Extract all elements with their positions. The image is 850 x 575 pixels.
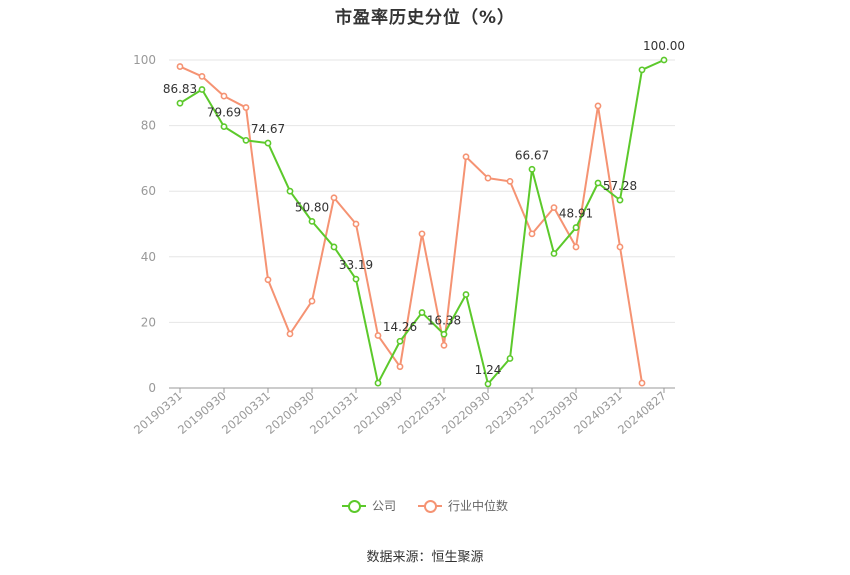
data-point-0 [308, 217, 316, 225]
data-point-1 [418, 230, 426, 238]
legend: 公司 行业中位数 [0, 497, 850, 514]
legend-company-label: 公司 [371, 499, 396, 513]
data-point-0 [264, 139, 272, 147]
data-point-0 [396, 337, 404, 345]
line-chart: 0204060801002019033120190930202003312020… [131, 39, 685, 437]
data-point-0 [440, 330, 448, 338]
legend-item-company[interactable]: 公司 [341, 497, 396, 514]
data-point-1 [264, 276, 272, 284]
series-line-0 [179, 59, 665, 385]
data-point-0 [242, 136, 250, 144]
x-tick-label: 20240827 [615, 389, 669, 437]
data-point-1 [550, 204, 558, 211]
data-point-0 [616, 196, 624, 204]
data-label: 86.83 [163, 82, 197, 96]
data-point-0 [638, 66, 646, 74]
data-label: 66.67 [515, 148, 549, 162]
legend-industry-icon [418, 499, 442, 513]
data-point-1 [440, 341, 448, 349]
data-point-1 [330, 194, 338, 202]
data-point-1 [176, 63, 184, 70]
data-point-0 [528, 165, 536, 173]
data-point-1 [462, 153, 470, 161]
data-point-1 [484, 174, 492, 182]
data-label: 16.38 [427, 313, 461, 327]
data-label: 79.69 [207, 106, 241, 120]
data-point-0 [572, 224, 580, 231]
data-point-1 [594, 102, 602, 110]
y-tick-label: 20 [141, 315, 156, 329]
data-label: 50.80 [295, 200, 329, 214]
data-source: 数据来源：恒生聚源 [366, 550, 484, 565]
data-point-0 [220, 123, 228, 131]
y-tick-label: 100 [133, 53, 156, 67]
data-point-1 [572, 243, 580, 251]
data-point-1 [220, 92, 228, 100]
y-tick-label: 0 [148, 381, 156, 395]
data-point-0 [484, 380, 492, 388]
data-label: 57.28 [603, 179, 637, 193]
data-label: 74.67 [251, 122, 285, 136]
data-point-0 [660, 56, 668, 64]
data-label: 1.24 [475, 363, 502, 377]
data-point-1 [352, 220, 360, 228]
legend-company-icon [341, 499, 366, 513]
data-point-1 [374, 332, 382, 339]
data-point-1 [198, 73, 206, 80]
data-label: 48.91 [559, 207, 593, 221]
data-point-0 [550, 250, 558, 257]
data-point-1 [242, 104, 250, 111]
y-tick-label: 40 [141, 250, 156, 264]
data-point-0 [418, 309, 426, 316]
data-point-1 [308, 297, 316, 305]
series-line-1 [179, 65, 643, 384]
legend-industry-label: 行业中位数 [448, 499, 509, 513]
data-point-1 [286, 330, 294, 338]
data-point-0 [352, 275, 360, 283]
data-point-0 [506, 355, 514, 362]
data-point-0 [462, 291, 470, 298]
data-point-1 [396, 363, 404, 371]
data-point-0 [198, 86, 206, 93]
y-tick-label: 80 [141, 119, 156, 133]
data-point-0 [286, 187, 294, 195]
data-point-1 [638, 379, 646, 387]
y-tick-label: 60 [141, 184, 156, 198]
data-label: 14.26 [383, 320, 417, 334]
data-point-0 [374, 379, 382, 387]
chart-title: 市盈率历史分位（%） [334, 8, 516, 28]
data-point-1 [528, 230, 536, 238]
data-point-1 [506, 177, 514, 185]
data-point-0 [330, 243, 338, 251]
data-label: 33.19 [339, 258, 373, 272]
data-point-0 [176, 99, 184, 107]
data-point-0 [594, 179, 602, 187]
legend-item-industry[interactable]: 行业中位数 [418, 497, 508, 514]
data-point-1 [616, 243, 624, 251]
data-label: 100.00 [643, 39, 685, 53]
